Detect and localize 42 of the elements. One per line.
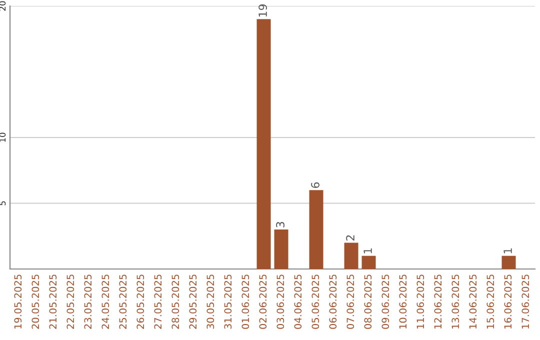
x-tick-label: 03.06.2025 (276, 274, 284, 329)
x-tick-label: 07.06.2025 (346, 274, 354, 329)
x-tick-label: 19.05.2025 (14, 274, 22, 328)
x-tick-label: 24.05.2025 (102, 274, 110, 329)
x-tick-label: 29.05.2025 (189, 274, 197, 329)
x-tick-label: 05.06.2025 (312, 274, 320, 329)
data-label: 2 (346, 235, 354, 240)
x-tick-label: 14.06.2025 (469, 274, 477, 328)
x-tick-label: 15.06.2025 (486, 274, 494, 328)
x-tick-label: 20.05.2025 (32, 274, 40, 329)
x-tick-label: 09.06.2025 (382, 274, 390, 329)
x-tick-label: 12.06.2025 (434, 274, 442, 328)
x-tick-label: 21.05.2025 (49, 274, 57, 329)
x-tick-label: 31.05.2025 (224, 274, 232, 329)
data-label: 6 (311, 182, 320, 188)
bar (502, 256, 516, 269)
x-tick-label: 10.06.2025 (399, 274, 407, 328)
x-tick-label: 04.06.2025 (294, 274, 302, 329)
x-tick-label: 28.05.2025 (172, 274, 180, 329)
x-tick-label: 16.06.2025 (504, 274, 512, 328)
x-tick-label: 26.05.2025 (136, 274, 144, 329)
data-label: 1 (364, 248, 372, 254)
data-label: 1 (504, 248, 512, 254)
data-label: 19 (258, 4, 267, 17)
x-tick-label: 11.06.2025 (416, 274, 424, 328)
x-tick-label: 02.06.2025 (259, 274, 267, 329)
x-tick-label: 01.06.2025 (242, 274, 250, 329)
x-tick-label: 17.06.2025 (522, 274, 530, 328)
x-tick-label: 23.05.2025 (84, 274, 92, 329)
bar (274, 230, 288, 269)
x-tick-label: 27.05.2025 (154, 274, 162, 329)
bar (344, 242, 358, 269)
data-label: 3 (276, 222, 284, 228)
x-tick-label: 25.05.2025 (119, 274, 127, 329)
x-tick-label: 30.05.2025 (206, 274, 214, 329)
bar (256, 19, 271, 269)
x-tick-label: 08.06.2025 (364, 274, 372, 329)
bar (362, 256, 376, 269)
bar (309, 190, 324, 269)
x-tick-label: 22.05.2025 (66, 274, 74, 329)
x-tick-label: 13.06.2025 (452, 274, 460, 328)
x-tick-label: 06.06.2025 (329, 274, 337, 329)
